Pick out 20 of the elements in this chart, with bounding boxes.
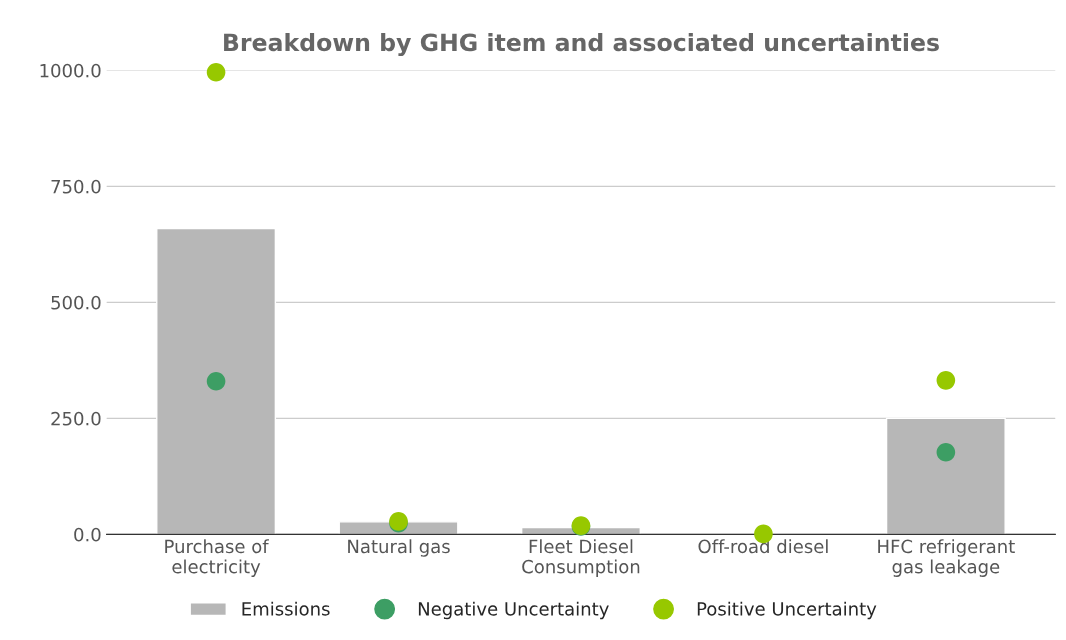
bar (156, 227, 277, 535)
point (206, 371, 226, 391)
x-tick-label: HFC refrigerant gas leakage (878, 539, 1015, 577)
x-tick-label: Fleet Diesel Consumption (522, 539, 640, 577)
bar (885, 417, 1006, 535)
y-tick-label: 0.0 (74, 527, 101, 542)
x-tick-label: Natural gas (348, 539, 450, 557)
chart-title: Breakdown by GHG item and associated uncertainties (224, 33, 939, 57)
y-tick-label: 250.0 (51, 411, 101, 426)
x-tick-label: Off-road diesel (698, 539, 828, 554)
y-tick-label: 500.0 (51, 295, 101, 310)
point (936, 371, 956, 390)
legend-label: Emissions (242, 601, 330, 616)
y-tick-label: 1000.0 (40, 63, 101, 78)
legend-label: Positive Uncertainty (697, 601, 877, 620)
point (936, 442, 956, 462)
x-tick-label: Purchase of electricity (165, 539, 269, 577)
y-tick-label: 750.0 (51, 179, 101, 194)
legend-label: Negative Uncertainty (418, 601, 609, 620)
point (206, 62, 226, 82)
